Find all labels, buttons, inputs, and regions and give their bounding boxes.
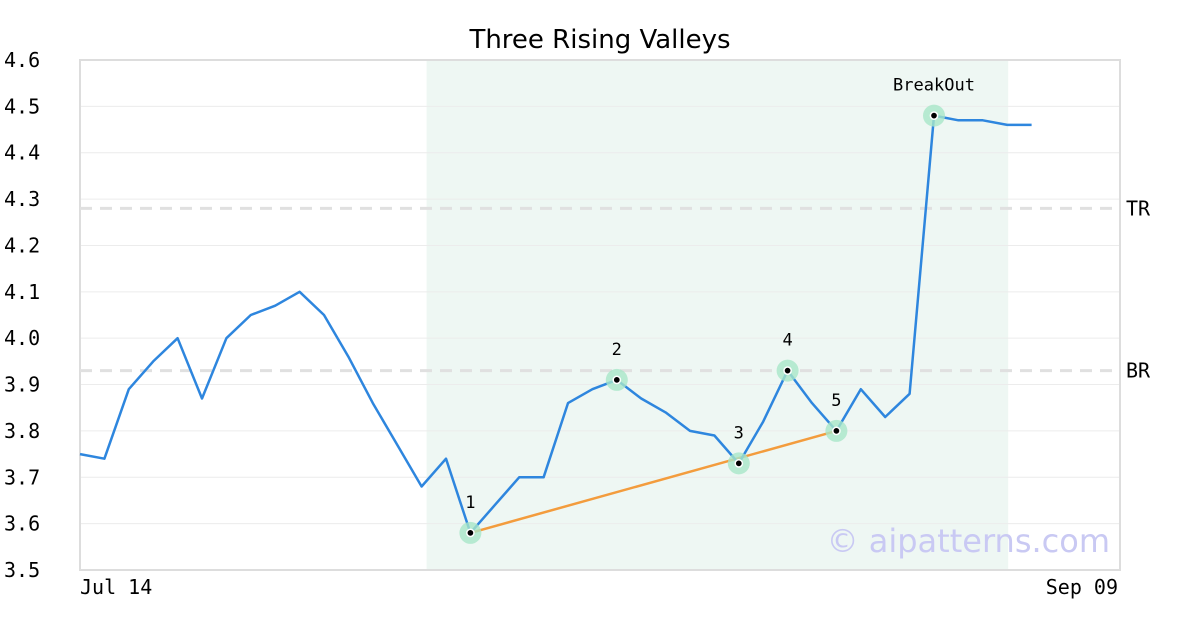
pattern-point-marker (612, 375, 622, 385)
pattern-point-label: 4 (782, 331, 792, 351)
pattern-point-marker (466, 528, 475, 538)
y-tick-label: 3.5 (4, 558, 40, 582)
y-tick-label: 3.6 (4, 512, 40, 536)
y-tick-label: 4.0 (4, 326, 40, 350)
y-tick-label: 4.5 (4, 94, 40, 118)
y-tick-label: 4.3 (4, 187, 40, 211)
chart-title: Three Rising Valleys (468, 25, 730, 55)
watermark: © aipatterns.com (827, 522, 1110, 560)
y-tick-label: 3.9 (4, 373, 40, 397)
level-label-tr: TR (1126, 196, 1151, 220)
pattern-point-marker (929, 111, 939, 120)
x-tick-label-end: Sep 09 (1046, 575, 1118, 599)
pattern-point-marker (783, 366, 792, 375)
pattern-point-marker (734, 459, 744, 468)
pattern-point-label: BreakOut (893, 76, 975, 96)
trendline (470, 429, 837, 535)
pattern-region (426, 60, 1009, 570)
y-tick-label: 4.6 (4, 48, 40, 72)
pattern-point-label: 1 (465, 493, 475, 513)
pattern-point-label: 2 (612, 340, 622, 360)
plot-frame (79, 59, 1121, 571)
price-line (79, 114, 1032, 535)
y-tick-label: 4.2 (4, 233, 40, 257)
pattern-point-label: 5 (831, 391, 841, 411)
x-tick-label-start: Jul 14 (80, 575, 152, 599)
level-label-br: BR (1126, 359, 1151, 383)
y-tick-label: 3.8 (4, 419, 40, 443)
pattern-point-label: 3 (734, 423, 744, 443)
y-tick-label: 4.4 (4, 141, 40, 165)
y-tick-label: 4.1 (4, 280, 40, 304)
y-tick-label: 3.7 (4, 465, 40, 489)
pattern-point-marker (832, 426, 841, 436)
